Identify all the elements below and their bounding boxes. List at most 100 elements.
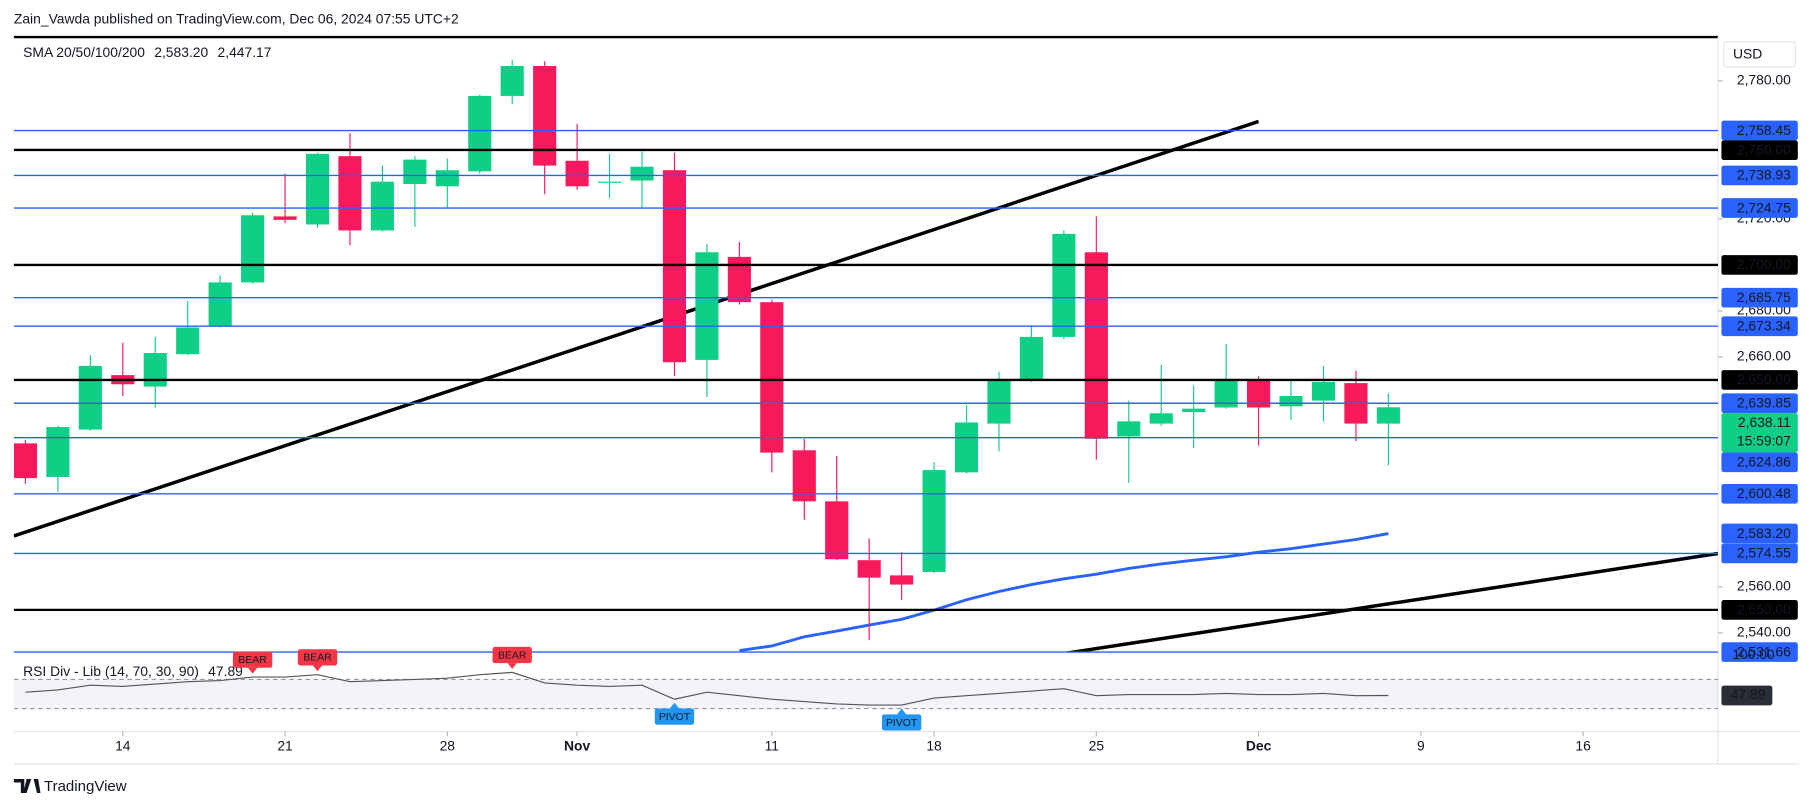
signal-pointer	[669, 702, 680, 709]
candle-body	[1019, 336, 1043, 381]
price-badge-label: 2,550.00	[1737, 601, 1791, 617]
price-badge	[1721, 316, 1798, 337]
price-badge	[1721, 140, 1798, 161]
candle-body	[987, 380, 1011, 424]
x-tick-label: 28	[440, 737, 456, 753]
candle-body	[208, 282, 232, 327]
price-badge	[1721, 198, 1798, 218]
price-badge	[1721, 255, 1798, 275]
price-badge-label: 2,700.00	[1737, 256, 1791, 272]
signal-pointer	[896, 708, 907, 715]
plot: 2,780.002,720.002,680.002,660.002,560.00…	[13, 44, 1798, 753]
price-badge	[1721, 523, 1798, 544]
candle-body	[1084, 252, 1108, 439]
price-badge	[1721, 543, 1798, 564]
x-tick-label: Nov	[564, 737, 590, 753]
price-badge	[1721, 120, 1798, 141]
signal-box	[232, 651, 273, 668]
signal-label: BEAR	[238, 655, 267, 666]
candle-body	[662, 170, 687, 363]
price-badge-label: 2,650.00	[1737, 371, 1791, 387]
logo	[13, 779, 41, 793]
price-badge-label: 2,600.48	[1737, 485, 1791, 501]
candle-body	[1279, 396, 1303, 407]
trendline	[1064, 551, 1718, 652]
rsi-badge	[1721, 685, 1773, 706]
header: Zain_Vawda published on TradingView.com,…	[14, 10, 459, 26]
candle-body	[954, 422, 979, 473]
candle-body	[857, 560, 881, 578]
main-pane	[13, 60, 1718, 652]
candle-body	[695, 252, 719, 360]
y-tick-label: 2,780.00	[1737, 72, 1791, 88]
price-badge-label: 2,531.66	[1737, 643, 1791, 659]
candle-body	[370, 181, 394, 231]
currency: USD	[1733, 46, 1762, 62]
price-badge-label: 2,724.75	[1737, 199, 1791, 215]
x-tick-label: 16	[1575, 737, 1591, 753]
price-badge	[1721, 370, 1798, 390]
y-tick-label: 2,540.00	[1737, 624, 1791, 640]
rsi-line	[25, 671, 1389, 706]
candle-body	[760, 302, 784, 453]
signal-pointer	[312, 665, 323, 672]
candle-body	[565, 160, 589, 187]
price-badge-label: 2,758.45	[1737, 122, 1791, 138]
x-tick-label: 21	[277, 737, 293, 753]
price-badge	[1721, 413, 1798, 453]
rsi-badge-label: 47.89	[1731, 686, 1766, 702]
sma-legend: SMA 20/50/100/200	[23, 44, 145, 60]
price-badge	[1721, 165, 1798, 186]
price-badge	[1721, 393, 1798, 414]
rsi-legend: RSI Div - Lib (14, 70, 30, 90)	[23, 663, 199, 679]
price-badge-label: 2,574.55	[1737, 545, 1791, 561]
candle-body	[533, 66, 557, 166]
rsi-pane	[13, 671, 1718, 710]
price-badge-label: 2,639.85	[1737, 395, 1791, 411]
candle-body	[890, 575, 914, 585]
candle-body	[435, 170, 459, 187]
signal-pointer	[247, 667, 258, 674]
candle-body	[1214, 379, 1238, 408]
rsi-band	[13, 679, 1718, 709]
brand: TradingView	[44, 778, 127, 795]
candle-body	[630, 166, 654, 181]
candle-body	[1117, 421, 1141, 437]
signal-box	[297, 649, 338, 666]
signal-box	[881, 714, 922, 731]
price-badge	[1721, 452, 1798, 473]
price-axis: 2,780.002,720.002,680.002,660.002,560.00…	[1717, 72, 1798, 706]
candle-body	[305, 153, 330, 225]
candle-body	[468, 95, 492, 172]
candle-body	[1052, 233, 1076, 337]
candle-body	[241, 215, 265, 283]
x-tick-label: 25	[1089, 737, 1105, 753]
candle-body	[403, 159, 427, 184]
candle-body	[143, 353, 167, 387]
signal-label: BEAR	[303, 653, 332, 664]
price-badge-label: 2,750.00	[1737, 141, 1791, 157]
rsi-tick-label: 100.00	[1732, 646, 1775, 662]
price-badge	[1721, 642, 1798, 662]
candle-body	[78, 365, 102, 430]
candle-body	[1182, 408, 1206, 413]
price-badge-label: 2,583.20	[1737, 525, 1791, 541]
price-badge	[1721, 600, 1798, 620]
price-badge-label: 2,624.86	[1737, 454, 1791, 470]
price-badge-label: 2,638.11	[1738, 414, 1791, 430]
currency-box[interactable]	[1723, 41, 1797, 68]
signal-label: PIVOT	[886, 718, 918, 729]
candle-body	[792, 450, 816, 502]
candle-body	[273, 216, 297, 220]
signal-box	[492, 646, 532, 664]
candle-body	[1311, 381, 1336, 401]
sma-legend-value: 2,583.20	[154, 44, 208, 60]
candle-body	[13, 443, 38, 479]
candle-body	[1376, 407, 1400, 424]
price-badge	[1721, 483, 1798, 504]
candle-body	[176, 327, 200, 355]
trendline	[13, 119, 1260, 538]
candle-body	[922, 470, 946, 572]
candle-body	[46, 427, 70, 477]
